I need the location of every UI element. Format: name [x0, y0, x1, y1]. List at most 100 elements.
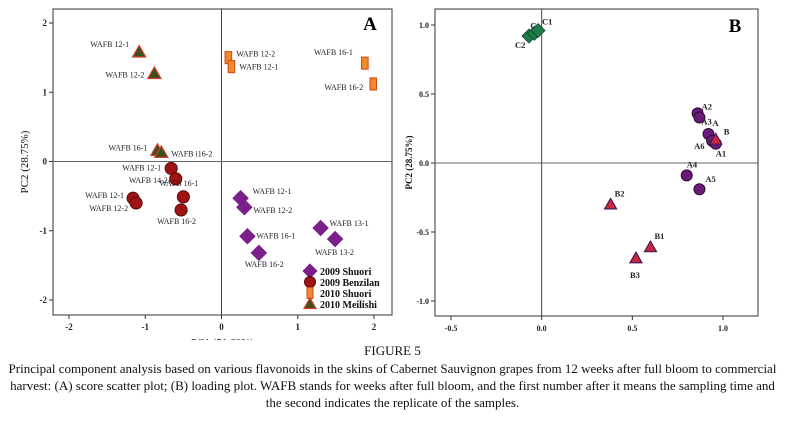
data-label: WAFB 12-1 [85, 191, 124, 200]
y-tick-label: 1 [43, 87, 48, 97]
data-label: WAFB 16-2 [245, 260, 284, 269]
figure-title: FIGURE 5 [364, 343, 421, 358]
data-label: C [530, 20, 536, 30]
y-tick-label: 0.0 [419, 159, 429, 168]
data-point [312, 219, 329, 237]
x-tick-label: 1 [296, 322, 301, 332]
data-label: WAFB 16-1 [314, 48, 353, 57]
data-point [693, 111, 706, 124]
series-2010-meilishi: WAFB 12-1 WAFB 12-2 WAFB 16-1 WAFB i16-2 [90, 40, 212, 158]
data-label: A [712, 118, 719, 128]
legend-marker [304, 276, 316, 288]
data-point [250, 244, 268, 262]
data-label: B [724, 127, 730, 137]
x-tick-label: 0 [219, 322, 224, 332]
series-2010-shuori: WAFB 12-2 WAFB 12-1 WAFB 16-1 WAFB 16-2 [224, 48, 378, 92]
data-label: WAFB 16-1 [109, 143, 148, 152]
data-point [169, 172, 183, 186]
data-point [131, 44, 147, 58]
legend-label: 2009 Shuori [320, 267, 372, 278]
data-point [369, 77, 378, 91]
data-label: B1 [654, 231, 664, 241]
legend-label: 2010 Shuori [320, 289, 372, 300]
x-tick-label: -0.5 [445, 324, 458, 333]
data-label: A5 [705, 174, 715, 184]
data-label: WAFB 16-2 [157, 217, 196, 226]
data-label: A3 [701, 116, 711, 126]
data-point [176, 190, 190, 204]
data-label: WAFB 16-1 [159, 179, 198, 188]
data-point [708, 132, 723, 145]
data-label: WAFB 12-1 [253, 187, 292, 196]
data-label: WAFB 14-2 [129, 176, 168, 185]
y-tick-label: -2 [40, 295, 48, 305]
series-b: B B2 B1 B3 [603, 127, 730, 280]
data-label: WAFB 12-2 [89, 204, 128, 213]
data-point [153, 144, 169, 159]
data-label: A1 [716, 149, 726, 159]
data-label: WAFB 12-1 [90, 40, 129, 49]
series-2009-shuori: WAFB 12-1 WAFB 12-2 WAFB 16-1 WAFB 16-2 WAFB… [232, 187, 369, 269]
data-point [326, 230, 344, 248]
data-point [236, 198, 253, 216]
y-axis-label: PC2 (28.75%) [19, 130, 31, 193]
data-point [643, 239, 658, 253]
series-c: C2 C C1 [515, 17, 552, 51]
panel-b: -0.5 0.0 0.5 1.0 -1.0 -0.5 0.0 0.5 1.0 PC1 (51.69… [404, 8, 759, 340]
data-point [603, 197, 618, 210]
y-tick-label: 1.0 [419, 21, 429, 30]
data-label: A6 [694, 141, 704, 151]
data-point [530, 22, 546, 39]
data-label: A2 [702, 101, 712, 111]
x-tick-label: -1 [142, 322, 150, 332]
data-point [239, 228, 256, 245]
data-point [129, 196, 143, 210]
x-tick-label: 0.0 [537, 324, 547, 333]
x-axis-label: PC1 (51.69%) [570, 339, 624, 340]
y-tick-label: -1 [40, 226, 48, 236]
legend-label: 2010 Meilishi [320, 300, 377, 311]
data-label: WAFB 12-2 [236, 50, 275, 59]
data-label: WAFB 12-1 [239, 63, 278, 72]
y-tick-label: 2 [43, 18, 48, 28]
y-axis-label: PC2 (28.75%) [404, 136, 414, 190]
x-tick-label: 0.5 [627, 324, 637, 333]
legend-marker [302, 296, 318, 310]
x-axis-label: PC1 (51.69%) [191, 337, 254, 340]
legend-label: 2009 Benzilan [320, 278, 380, 289]
data-label: WAFB 12-1 [122, 163, 161, 172]
panel-label: B [729, 16, 742, 37]
data-label: WAFB 12-2 [106, 71, 145, 80]
panel-label: A [363, 14, 377, 35]
figure-caption: Principal component analysis based on va… [8, 361, 777, 410]
y-tick-label: -0.5 [416, 228, 429, 237]
data-point [693, 183, 706, 196]
data-point [628, 251, 643, 264]
data-point [680, 169, 693, 182]
x-tick-label: 1.0 [718, 324, 728, 333]
data-point [146, 65, 163, 80]
data-point [227, 60, 236, 74]
y-tick-label: 0.5 [419, 90, 429, 99]
data-label: B3 [630, 270, 640, 280]
data-label: C2 [515, 40, 525, 50]
data-label: WAFB 13-2 [315, 248, 354, 257]
data-label: WAFB i16-2 [171, 149, 212, 158]
data-label: B2 [615, 188, 625, 198]
data-label: WAFB 13-1 [330, 219, 369, 228]
data-label: WAFB 16-2 [324, 83, 363, 92]
data-label: WAFB 16-1 [256, 231, 295, 240]
data-label: WAFB 12-2 [253, 206, 292, 215]
x-tick-label: -2 [65, 322, 73, 332]
data-label: A4 [687, 159, 698, 169]
data-point [174, 203, 188, 217]
y-tick-label: 0 [43, 157, 48, 167]
x-tick-label: 2 [372, 322, 377, 332]
y-tick-label: -1.0 [416, 297, 429, 306]
data-label: C1 [542, 17, 552, 27]
data-point [361, 56, 369, 70]
